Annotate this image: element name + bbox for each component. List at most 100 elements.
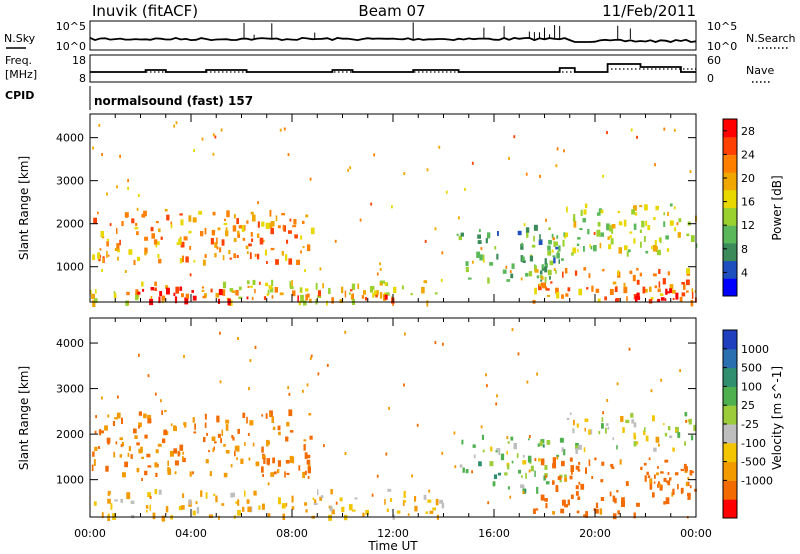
- noise-panel: [89, 20, 697, 51]
- nave-line: [90, 68, 696, 73]
- range-cell: [510, 273, 514, 279]
- range-cell: [137, 291, 141, 295]
- range-cell: [628, 249, 631, 253]
- range-cell: [136, 442, 140, 446]
- range-cell: [593, 232, 596, 235]
- range-cell: [498, 448, 501, 456]
- range-cell: [599, 508, 603, 515]
- range-cell: [534, 470, 536, 477]
- range-cell: [281, 213, 285, 216]
- range-cell: [677, 232, 681, 238]
- colorbar-segment: [723, 207, 737, 226]
- range-cell: [578, 444, 582, 450]
- range-cell: [511, 460, 514, 464]
- range-cell: [410, 293, 413, 296]
- range-cell: [196, 507, 200, 514]
- range-cell: [192, 510, 196, 516]
- range-cell: [269, 410, 273, 417]
- range-cell: [135, 293, 139, 301]
- range-cell: [509, 270, 512, 274]
- range-cell: [124, 461, 128, 468]
- range-cell: [379, 280, 383, 286]
- range-cell: [95, 289, 97, 294]
- range-cell: [551, 233, 554, 239]
- range-cell: [553, 268, 556, 271]
- range-cell: [642, 286, 646, 294]
- range-cell: [204, 254, 207, 258]
- range-cell: [136, 207, 139, 211]
- range-cell: [303, 444, 306, 451]
- range-cell: [481, 434, 484, 440]
- range-cell: [665, 235, 669, 240]
- range-cell: [672, 297, 675, 301]
- range-cell: [246, 251, 249, 255]
- range-cell: [302, 471, 306, 478]
- range-cell: [370, 202, 373, 206]
- range-cell: [645, 435, 649, 442]
- x-tick-labels: 00:00 04:00 08:00 12:00 16:00 20:00 00:00: [74, 527, 712, 540]
- freq-panel: [89, 54, 697, 83]
- range-cell: [147, 418, 152, 424]
- range-cell: [157, 241, 160, 246]
- range-cell: [633, 441, 637, 447]
- range-cell: [206, 432, 208, 436]
- range-cell: [555, 246, 559, 250]
- x-tick-label: 04:00: [175, 527, 207, 540]
- range-cell: [636, 135, 638, 139]
- range-cell: [533, 508, 536, 514]
- range-cell: [502, 269, 507, 274]
- range-cell: [102, 258, 104, 264]
- range-cell: [595, 288, 600, 293]
- range-cell: [155, 449, 159, 454]
- range-cell: [212, 211, 216, 216]
- range-cell: [664, 432, 668, 437]
- range-cell: [544, 276, 547, 283]
- range-cell: [304, 269, 306, 273]
- range-cell: [246, 416, 248, 424]
- range-cell: [623, 219, 627, 227]
- range-cell: [306, 459, 311, 465]
- range-cell: [350, 289, 353, 292]
- range-cell: [348, 292, 351, 295]
- range-cell: [403, 500, 407, 503]
- range-cell: [493, 474, 498, 479]
- range-cell: [687, 494, 691, 500]
- range-cell: [114, 247, 118, 251]
- range-cell: [487, 501, 490, 505]
- range-cell: [686, 290, 689, 293]
- range-cell: [93, 217, 97, 224]
- range-cell: [106, 238, 109, 241]
- range-cell: [194, 423, 196, 430]
- range-cell: [528, 271, 533, 277]
- range-cell: [173, 448, 178, 454]
- range-cell: [215, 495, 218, 503]
- range-cell: [384, 294, 388, 300]
- range-cell: [423, 494, 427, 500]
- range-cell: [140, 446, 143, 453]
- freq-line: [90, 63, 696, 73]
- range-cell: [496, 394, 498, 398]
- range-cell: [518, 469, 521, 474]
- range-cell: [544, 258, 547, 265]
- range-cell: [539, 174, 541, 178]
- range-cell: [672, 488, 675, 496]
- velocity-panel-frame: [89, 317, 697, 518]
- range-cell: [370, 285, 375, 290]
- range-cell: [278, 497, 281, 505]
- range-cell: [177, 450, 180, 457]
- range-cell: [656, 249, 661, 256]
- range-cell: [529, 255, 534, 262]
- range-cell: [283, 127, 286, 131]
- range-cell: [155, 472, 158, 477]
- range-cell: [465, 267, 469, 273]
- range-cell: [351, 283, 356, 290]
- range-cell: [288, 392, 291, 396]
- range-cell: [610, 463, 614, 468]
- range-cell: [335, 501, 338, 505]
- range-cell: [636, 292, 640, 300]
- range-cell: [611, 227, 614, 234]
- range-cell: [572, 428, 575, 434]
- range-cell: [563, 449, 566, 456]
- range-cell: [572, 247, 577, 254]
- range-cell: [251, 296, 254, 301]
